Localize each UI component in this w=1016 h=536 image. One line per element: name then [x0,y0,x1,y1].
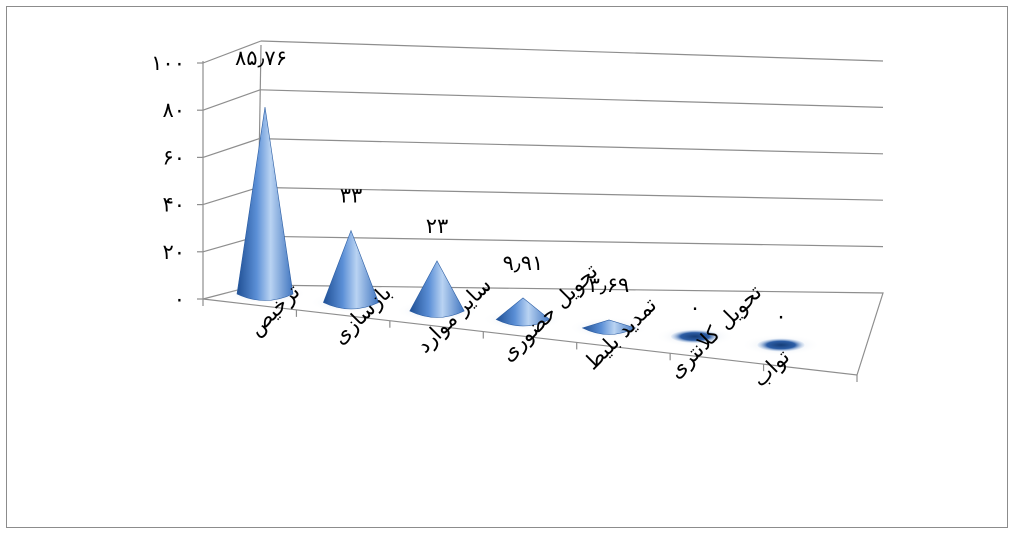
cone-bar [323,229,379,310]
data-labels: ۸۵٫۷۶ ۳۳ ۲۳ ۹٫۹۱ ۳٫۶۹ ۰ ۰ [235,46,787,328]
gridline-back [260,89,884,108]
data-label: ۸۵٫۷۶ [235,46,287,70]
cone-bar [236,106,294,301]
cone-bar [409,260,465,318]
y-tick-label: ۱۰۰ [151,51,185,75]
cone-base [671,330,719,343]
cone-base [757,338,805,352]
cone-series [223,106,821,356]
gridline-side [202,89,261,111]
y-tick-label: ۸۰ [162,98,185,122]
chart-frame: ۰ ۲۰ ۴۰ ۶۰ ۸۰ ۱۰۰ ۸۵٫۷۶ ۳۳ ۲۳ ۹٫۹۱ ۳٫۶۹ ۰ ۰ ترخیص با… [6,6,1008,528]
gridline-side [202,40,262,64]
data-label: ۳۳ [340,184,363,208]
y-axis-ticks: ۰ ۲۰ ۴۰ ۶۰ ۸۰ ۱۰۰ [151,51,203,311]
data-label: ۳٫۶۹ [589,273,630,297]
gridline-side [202,138,260,158]
data-label: ۰ [775,304,786,328]
y-tick-label: ۴۰ [162,193,185,217]
data-label: ۰ [689,296,700,320]
gridline-back [260,40,884,62]
gridline-back [258,186,884,201]
gridline-back [257,235,884,248]
chart-walls [202,40,884,382]
cone-bar [495,297,551,327]
data-label: ۹٫۹۱ [503,251,544,275]
cone-chart: ۰ ۲۰ ۴۰ ۶۰ ۸۰ ۱۰۰ ۸۵٫۷۶ ۳۳ ۲۳ ۹٫۹۱ ۳٫۶۹ ۰ ۰ ترخیص با… [151,40,884,392]
y-tick-label: ۶۰ [162,145,185,169]
y-tick-label: ۰ [174,287,185,311]
gridline-side [202,186,259,206]
data-label: ۲۳ [426,214,449,238]
cone-bar [581,319,637,335]
y-tick-label: ۲۰ [162,240,185,264]
gridline-back [259,138,884,155]
